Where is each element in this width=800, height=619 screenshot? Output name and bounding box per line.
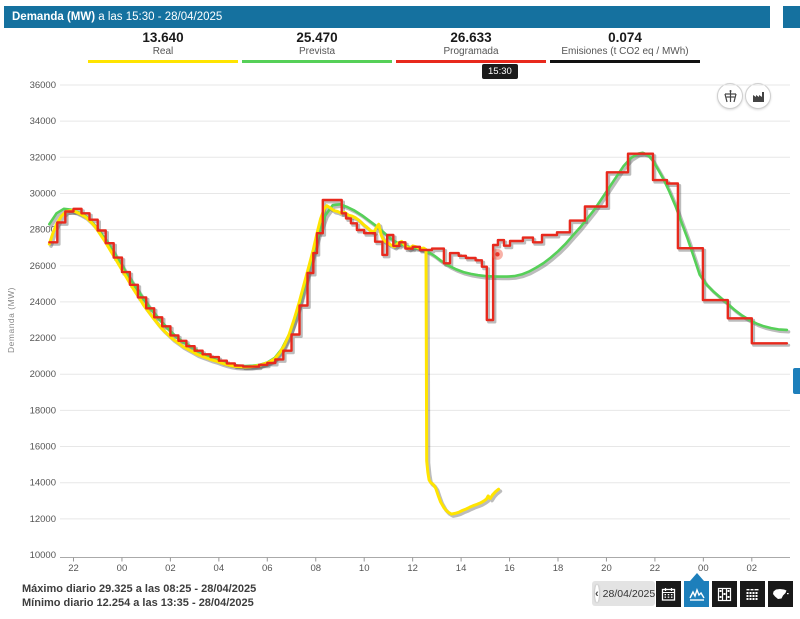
daily-max-text: Máximo diario 29.325 a las 08:25 - 28/04… <box>22 583 257 595</box>
mosaic-icon <box>746 588 759 600</box>
legend-value-emisiones: 0.074 <box>608 30 642 45</box>
svg-text:08: 08 <box>310 563 321 574</box>
line-chart-icon <box>688 587 705 601</box>
selected-date: 28/04/2025 <box>602 587 656 600</box>
svg-text:20: 20 <box>601 563 612 574</box>
svg-text:02: 02 <box>165 563 176 574</box>
svg-text:18: 18 <box>553 563 564 574</box>
hover-marker-dot <box>495 252 500 257</box>
svg-text:24000: 24000 <box>30 297 56 308</box>
svg-text:28000: 28000 <box>30 225 56 236</box>
legend-swatch-real <box>88 60 238 63</box>
daily-min-text: Mínimo diario 12.254 a las 13:35 - 28/04… <box>22 597 254 609</box>
svg-text:20000: 20000 <box>30 369 56 380</box>
factory-icon <box>752 91 764 102</box>
svg-text:22: 22 <box>650 563 661 574</box>
svg-text:14: 14 <box>456 563 467 574</box>
svg-text:34000: 34000 <box>30 116 56 127</box>
demand-chart-plot-area[interactable]: 36000 34000 32000 30000 28000 26000 24000 22000… <box>0 60 800 580</box>
panel-title: Demanda (MW) <box>12 11 96 23</box>
svg-text:00: 00 <box>117 563 128 574</box>
calendar-icon <box>661 587 676 601</box>
date-selector[interactable]: ‹ 28/04/2025 <box>592 581 655 606</box>
table-view-button[interactable] <box>712 581 737 607</box>
previous-day-button[interactable]: ‹ <box>595 585 599 602</box>
svg-text:00: 00 <box>698 563 709 574</box>
panel-subtitle: a las 15:30 - 28/04/2025 <box>95 11 223 23</box>
svg-text:22000: 22000 <box>30 333 56 344</box>
legend-label-real: Real <box>152 46 174 57</box>
svg-text:12: 12 <box>407 563 418 574</box>
side-widget-tab[interactable] <box>793 368 800 394</box>
svg-text:04: 04 <box>214 563 225 574</box>
svg-text:Demanda (MW): Demanda (MW) <box>6 287 16 353</box>
line-chart-view-button[interactable] <box>684 581 709 607</box>
pylon-view-button[interactable] <box>717 83 743 109</box>
factory-view-button[interactable] <box>745 83 771 109</box>
legend-label-emisiones: Emisiones (t CO2 eq / MWh) <box>561 46 689 57</box>
svg-text:18000: 18000 <box>30 405 56 416</box>
svg-text:26000: 26000 <box>30 261 56 272</box>
svg-text:16: 16 <box>504 563 515 574</box>
legend-item-emisiones[interactable]: 0.074 Emisiones (t CO2 eq / MWh) <box>550 30 700 63</box>
panel-header: Demanda (MW) a las 15:30 - 28/04/2025 <box>4 6 770 28</box>
active-view-caret <box>690 573 704 581</box>
legend-item-programada[interactable]: 26.633 Programada <box>396 30 546 63</box>
pylon-icon <box>723 89 737 102</box>
spain-map-button[interactable] <box>768 581 793 607</box>
svg-text:12000: 12000 <box>30 514 56 525</box>
hover-tooltip: 15:30 <box>482 64 518 79</box>
adjacent-panel-header-fragment <box>783 6 800 28</box>
legend-swatch-emisiones <box>550 60 700 63</box>
svg-text:06: 06 <box>262 563 273 574</box>
legend-value-prevista: 25.470 <box>296 30 338 45</box>
calendar-button[interactable] <box>656 581 681 607</box>
svg-text:10000: 10000 <box>30 550 56 561</box>
legend-item-prevista[interactable]: 25.470 Prevista <box>242 30 392 63</box>
chevron-left-icon: ‹ <box>595 587 599 600</box>
svg-text:22: 22 <box>68 563 79 574</box>
svg-text:14000: 14000 <box>30 478 56 489</box>
table-icon <box>717 587 732 601</box>
mosaic-view-button[interactable] <box>740 581 765 607</box>
legend-value-programada: 26.633 <box>450 30 492 45</box>
legend-label-prevista: Prevista <box>298 46 336 57</box>
svg-text:30000: 30000 <box>30 188 56 199</box>
legend-swatch-programada <box>396 60 546 63</box>
svg-text:36000: 36000 <box>30 80 56 91</box>
svg-text:16000: 16000 <box>30 442 56 453</box>
svg-text:32000: 32000 <box>30 152 56 163</box>
spain-map-icon <box>773 589 789 599</box>
legend-item-real[interactable]: 13.640 Real <box>88 30 238 63</box>
legend-label-programada: Programada <box>443 46 499 57</box>
svg-text:10: 10 <box>359 563 370 574</box>
legend-value-real: 13.640 <box>142 30 184 45</box>
series-programada-path <box>48 152 789 368</box>
demand-chart-svg: 3600034000320003000028000260002400022000… <box>6 80 791 574</box>
svg-text:02: 02 <box>747 563 758 574</box>
legend-swatch-prevista <box>242 60 392 63</box>
